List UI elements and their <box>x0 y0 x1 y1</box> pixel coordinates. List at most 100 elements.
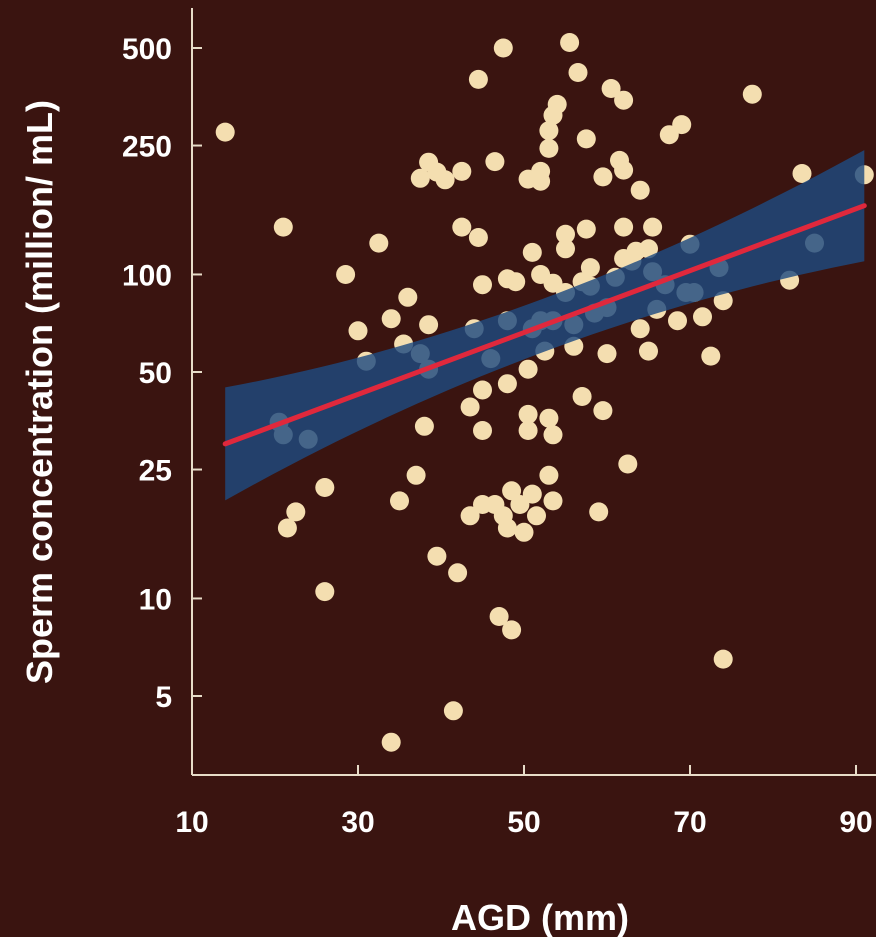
regression-line <box>222 203 867 447</box>
y-tick-label: 50 <box>139 357 172 390</box>
y-axis-title: Sperm concentration (million/ mL) <box>19 100 60 684</box>
data-point <box>452 217 472 237</box>
data-point <box>556 239 575 259</box>
data-point <box>576 219 596 239</box>
data-point <box>556 224 575 244</box>
axes-layer <box>191 8 876 776</box>
data-point <box>506 272 526 292</box>
x-axis-title: AGD (mm) <box>451 897 629 937</box>
data-point <box>468 228 488 247</box>
data-point <box>514 522 534 542</box>
data-point <box>597 344 617 364</box>
data-point <box>630 180 650 200</box>
data-point <box>369 233 389 253</box>
y-tick-label: 100 <box>122 260 172 293</box>
data-point <box>639 341 658 361</box>
data-point <box>531 161 551 181</box>
data-point <box>693 307 712 327</box>
data-point <box>643 217 663 237</box>
data-point <box>473 275 492 295</box>
data-point <box>601 79 621 98</box>
data-point <box>410 168 430 188</box>
data-point <box>493 38 513 58</box>
data-point <box>406 465 426 485</box>
data-point <box>398 287 418 307</box>
data-point <box>414 416 434 436</box>
data-point <box>518 359 538 379</box>
data-point <box>572 387 592 406</box>
data-point <box>593 167 613 187</box>
data-point <box>576 129 596 149</box>
y-tick-label: 250 <box>122 131 172 164</box>
data-point <box>580 258 600 278</box>
data-point <box>713 291 733 311</box>
data-point <box>792 164 812 183</box>
data-point <box>286 502 306 522</box>
x-tick-label: 10 <box>175 806 208 839</box>
data-point <box>277 518 297 538</box>
data-point <box>435 170 455 190</box>
data-point <box>460 397 480 417</box>
x-tick-label: 30 <box>341 806 374 839</box>
y-tick-label: 500 <box>122 33 172 66</box>
data-point <box>618 454 638 474</box>
data-point <box>489 607 509 626</box>
tick-labels-layer: 10 30 50 70 90 5 10 25 50 100 250 500 <box>122 33 873 839</box>
x-tick-label: 50 <box>507 806 540 839</box>
data-point <box>215 122 235 142</box>
data-point <box>381 732 401 752</box>
data-point <box>539 465 559 485</box>
data-point <box>539 408 559 428</box>
data-point <box>336 265 356 284</box>
data-point <box>630 319 650 339</box>
data-point <box>473 380 492 400</box>
data-point <box>701 346 721 366</box>
data-point <box>381 309 401 329</box>
data-point <box>614 217 634 237</box>
data-point <box>589 502 609 522</box>
data-point <box>427 546 447 566</box>
data-point <box>593 401 613 421</box>
data-point <box>315 478 335 497</box>
x-tick-label: 90 <box>839 806 872 839</box>
data-point <box>639 239 658 259</box>
data-point <box>614 160 634 180</box>
data-point <box>543 491 563 511</box>
data-point <box>443 701 463 721</box>
data-point <box>522 242 542 262</box>
data-point <box>473 421 492 440</box>
data-point <box>742 84 762 104</box>
data-point <box>460 506 480 526</box>
data-point <box>315 582 335 602</box>
data-point <box>560 33 580 52</box>
data-point <box>448 563 468 583</box>
data-point <box>713 649 733 669</box>
data-point <box>468 69 488 89</box>
data-point <box>497 518 517 538</box>
data-point <box>497 374 517 394</box>
data-point <box>522 484 542 504</box>
data-point <box>485 152 505 172</box>
data-point <box>614 90 634 110</box>
data-point <box>518 421 538 440</box>
data-point <box>543 425 563 445</box>
regression-line-layer <box>222 203 867 447</box>
data-point <box>518 404 538 424</box>
data-point <box>539 138 559 158</box>
x-tick-label: 70 <box>673 806 706 839</box>
y-tick-label: 25 <box>139 455 172 488</box>
data-point <box>672 115 692 135</box>
data-point <box>273 217 293 237</box>
data-point <box>568 63 588 82</box>
y-tick-label: 5 <box>155 681 172 714</box>
data-point <box>502 481 522 501</box>
data-point <box>539 121 559 141</box>
data-point <box>452 161 472 181</box>
data-point <box>668 311 687 331</box>
data-point <box>510 495 530 514</box>
data-point <box>527 506 546 526</box>
data-point <box>348 321 368 341</box>
data-point <box>419 315 439 335</box>
